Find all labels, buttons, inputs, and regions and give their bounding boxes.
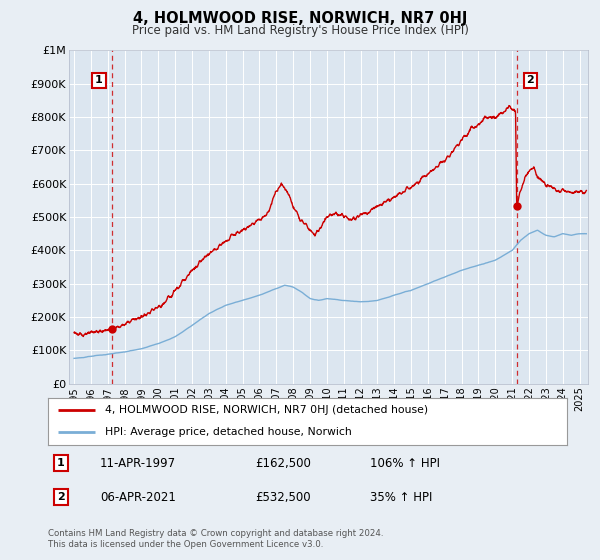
Text: 11-APR-1997: 11-APR-1997	[100, 456, 176, 470]
Text: 1: 1	[57, 458, 65, 468]
Text: 1: 1	[95, 76, 103, 85]
Text: 4, HOLMWOOD RISE, NORWICH, NR7 0HJ: 4, HOLMWOOD RISE, NORWICH, NR7 0HJ	[133, 11, 467, 26]
Text: 106% ↑ HPI: 106% ↑ HPI	[370, 456, 440, 470]
Text: 2: 2	[57, 492, 65, 502]
Text: HPI: Average price, detached house, Norwich: HPI: Average price, detached house, Norw…	[105, 427, 352, 437]
Text: 35% ↑ HPI: 35% ↑ HPI	[370, 491, 432, 503]
Text: £532,500: £532,500	[256, 491, 311, 503]
Text: 2: 2	[526, 76, 534, 85]
Text: Contains HM Land Registry data © Crown copyright and database right 2024.
This d: Contains HM Land Registry data © Crown c…	[48, 529, 383, 549]
Text: Price paid vs. HM Land Registry's House Price Index (HPI): Price paid vs. HM Land Registry's House …	[131, 24, 469, 36]
Text: 4, HOLMWOOD RISE, NORWICH, NR7 0HJ (detached house): 4, HOLMWOOD RISE, NORWICH, NR7 0HJ (deta…	[105, 405, 428, 416]
Text: 06-APR-2021: 06-APR-2021	[100, 491, 176, 503]
Text: £162,500: £162,500	[256, 456, 311, 470]
